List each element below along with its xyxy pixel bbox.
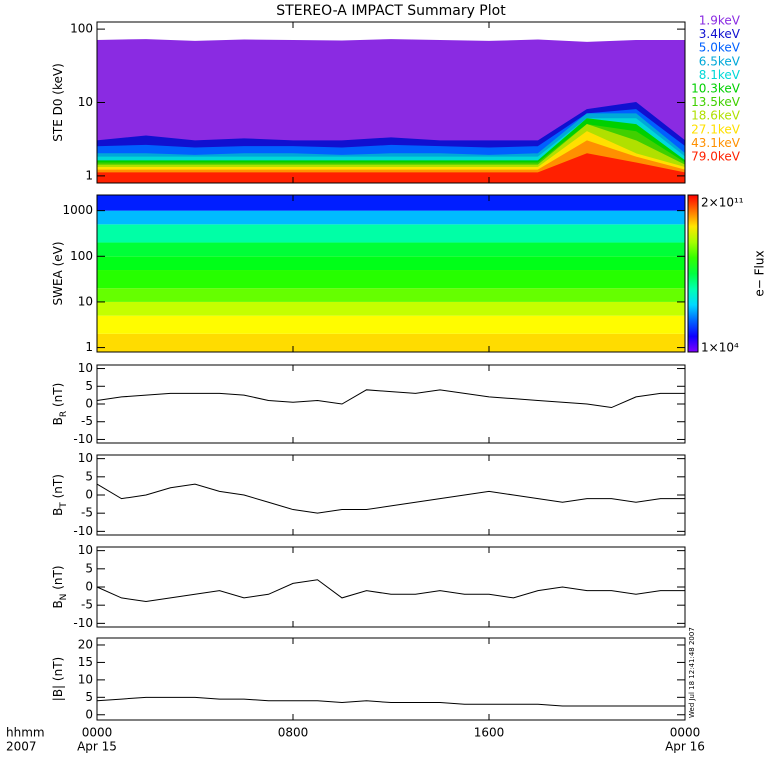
y-tick-label: 10 [78, 451, 93, 465]
y-axis-label-part: (nT) [51, 565, 65, 593]
legend-entry: 5.0keV [699, 41, 741, 55]
y-tick-label: 20 [78, 637, 93, 651]
y-axis-label: BN (nT) [51, 565, 69, 608]
legend-entry: 79.0keV [691, 150, 741, 164]
y-tick-label: 10 [78, 543, 93, 557]
y-tick-label: 5 [85, 690, 93, 704]
plot-title: STEREO-A IMPACT Summary Plot [276, 3, 506, 19]
flux-cell [97, 210, 685, 225]
y-axis-label-part: STE D0 (keV) [51, 63, 65, 142]
y-axis-label-part: SWEA (eV) [51, 241, 65, 305]
colorbar-label: 1×10⁴ [701, 341, 739, 355]
panel [97, 195, 685, 352]
panel [96, 39, 686, 184]
x-tick-label: 0800 [278, 726, 309, 740]
flux-cell [97, 256, 685, 271]
legend-entry: 6.5keV [699, 54, 741, 68]
legend-entry: 18.6keV [691, 109, 741, 123]
flux-cell [97, 224, 685, 243]
panel-frame [96, 454, 686, 536]
y-tick-label: 5 [85, 561, 93, 575]
legend-entry: 13.5keV [691, 95, 741, 109]
x-tick-date: Apr 16 [665, 740, 705, 754]
y-tick-label: 100 [70, 22, 93, 36]
y-tick-label: -5 [81, 506, 93, 520]
y-axis-label-part: (nT) [51, 383, 65, 411]
y-tick-label: 0 [85, 397, 93, 411]
colorbar-title: e− Flux [753, 250, 767, 296]
y-axis-label: BR (nT) [51, 383, 69, 426]
panel-frame [96, 546, 686, 628]
y-tick-label: 10 [78, 294, 93, 308]
colorbar-label: 2×10¹¹ [701, 196, 744, 210]
field-line [96, 483, 685, 514]
y-tick-label: 1 [85, 340, 93, 354]
x-tick-date: Apr 15 [77, 740, 117, 754]
y-tick-label: 15 [78, 655, 93, 669]
legend-entry: 1.9keV [699, 14, 741, 28]
y-tick-label: 100 [70, 249, 93, 263]
channel-area [96, 153, 686, 184]
y-axis-label: STE D0 (keV) [51, 63, 65, 142]
x-tick-label: 0000 [82, 726, 113, 740]
y-tick-label: 0 [85, 707, 93, 721]
y-axis-label-part: N [59, 594, 69, 601]
flux-cell [97, 195, 685, 211]
flux-cell [97, 333, 685, 352]
panel-frame [96, 194, 686, 353]
x-tick-label: 1600 [474, 726, 505, 740]
panel [96, 389, 685, 409]
field-line [96, 389, 685, 409]
y-tick-label: 10 [78, 361, 93, 375]
y-axis-label: |B| (nT) [51, 657, 65, 701]
y-axis-label-part: R [59, 411, 69, 417]
y-tick-label: 0 [85, 580, 93, 594]
y-tick-label: -5 [81, 414, 93, 428]
y-tick-label: -5 [81, 598, 93, 612]
y-axis-label-part: (nT) [51, 474, 65, 502]
flux-cell [97, 301, 685, 316]
y-axis-label-part: |B| (nT) [51, 657, 65, 701]
x-label-time: hhmm [6, 726, 45, 740]
y-tick-label: -10 [73, 432, 93, 446]
flux-cell [97, 270, 685, 289]
legend-entry: 3.4keV [699, 27, 741, 41]
panel [96, 696, 685, 707]
y-tick-label: 1000 [62, 203, 93, 217]
flux-cell [97, 315, 685, 334]
y-tick-label: 5 [85, 379, 93, 393]
y-axis-label-part: B [51, 600, 65, 608]
panel [96, 579, 685, 603]
field-line [96, 579, 685, 603]
y-tick-label: 5 [85, 469, 93, 483]
timestamp: Wed Jul 18 12:41:48 2007 [688, 627, 696, 718]
y-tick-label: 10 [78, 95, 93, 109]
y-axis-label: BT (nT) [51, 474, 69, 516]
legend-entry: 43.1keV [691, 136, 741, 150]
y-tick-label: 10 [78, 672, 93, 686]
y-tick-label: -10 [73, 524, 93, 538]
x-tick-label: 0000 [670, 726, 701, 740]
y-tick-label: 1 [85, 168, 93, 182]
y-axis-label-part: B [51, 417, 65, 425]
legend-entry: 10.3keV [691, 82, 741, 96]
legend-entry: 8.1keV [699, 68, 741, 82]
x-label-year: 2007 [6, 740, 37, 754]
panel-frame [96, 364, 686, 444]
legend-entry: 27.1keV [691, 122, 741, 136]
y-axis-label: SWEA (eV) [51, 241, 65, 305]
y-axis-label-part: B [51, 508, 65, 516]
y-tick-label: -10 [73, 616, 93, 630]
flux-cell [97, 288, 685, 302]
y-axis-label-part: T [59, 502, 69, 509]
flux-cell [97, 242, 685, 257]
panel-frame [96, 637, 686, 721]
panel [96, 483, 685, 514]
colorbar [687, 194, 699, 353]
field-line [96, 696, 685, 707]
y-tick-label: 0 [85, 488, 93, 502]
